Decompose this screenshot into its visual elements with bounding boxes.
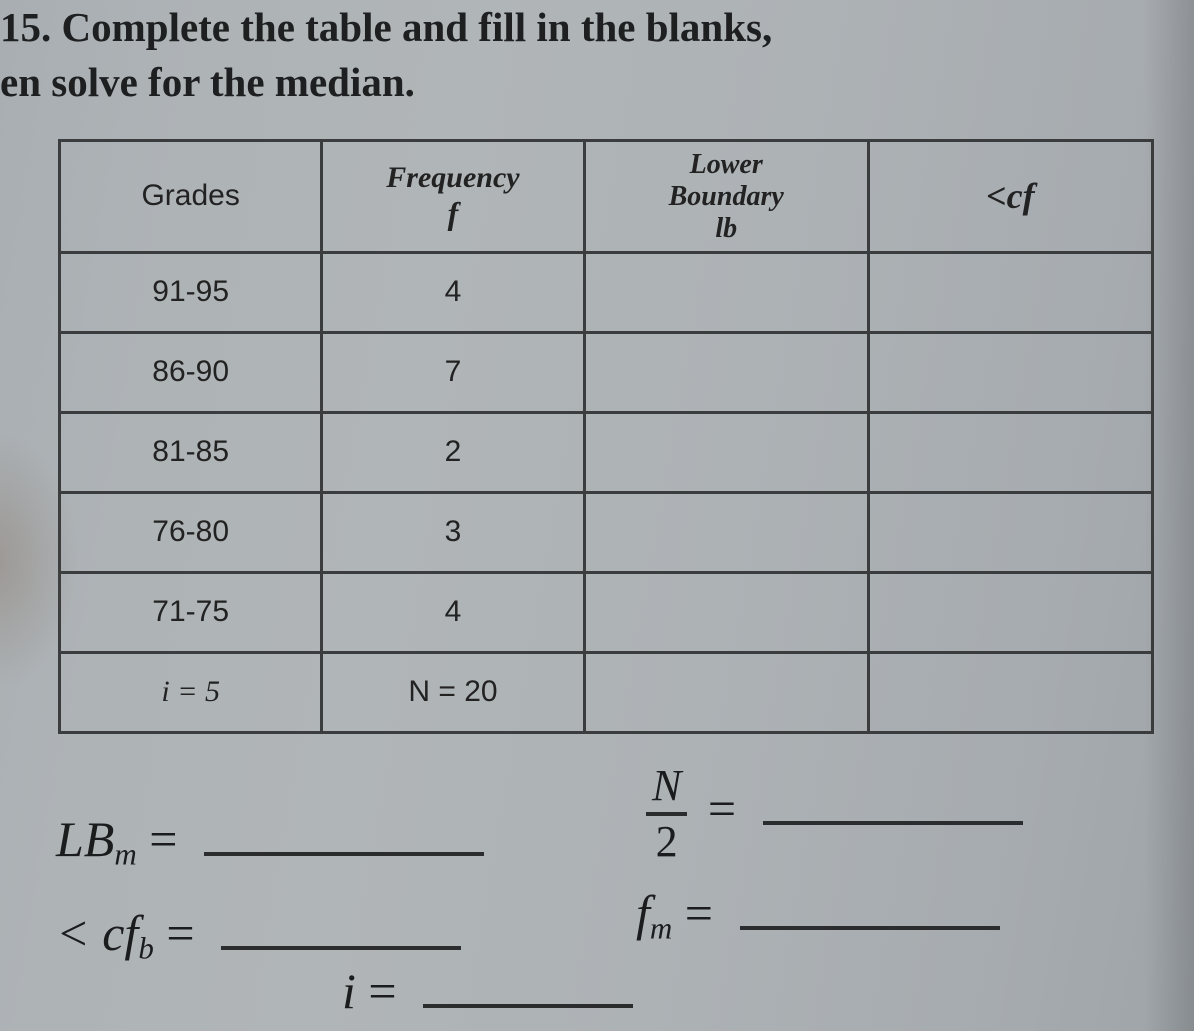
cell-frequency: 2: [322, 412, 584, 492]
header-frequency: Frequency f: [322, 140, 584, 252]
header-cf-label: <cf: [986, 176, 1034, 216]
formula-fm: fm =: [636, 884, 1000, 947]
formula-blanks-area: LBm = < cfb = N 2 = fm = i =: [56, 764, 1146, 1031]
cell-empty: [584, 652, 868, 732]
cell-lower-boundary: [584, 252, 868, 332]
table-summary-row: i = 5 N = 20: [60, 652, 1153, 732]
cell-grades: 71-75: [60, 572, 322, 652]
formula-i: i =: [342, 962, 633, 1020]
cfb-symbol: < cf: [56, 905, 138, 961]
question-line-2: en solve for the median.: [0, 55, 1178, 110]
fm-symbol: f: [636, 885, 650, 941]
blank-line: [221, 922, 461, 950]
cell-grades: 81-85: [60, 412, 322, 492]
header-lower-word-2: Boundary: [586, 181, 867, 213]
cell-grades: 76-80: [60, 492, 322, 572]
table-row: 86-90 7: [60, 332, 1153, 412]
formula-n-over-2: N 2 =: [646, 764, 1023, 864]
cell-frequency: 4: [322, 572, 584, 652]
header-grades: Grades: [60, 140, 322, 252]
cell-frequency: 4: [322, 252, 584, 332]
cell-empty: [868, 652, 1152, 732]
blank-line: [763, 798, 1023, 826]
table-row: 76-80 3: [60, 492, 1153, 572]
blank-line: [740, 902, 1000, 930]
cell-cf: [868, 332, 1152, 412]
formula-cfb: < cfb =: [56, 904, 461, 967]
blank-line: [204, 828, 484, 856]
cell-lower-boundary: [584, 412, 868, 492]
header-lower-boundary: Lower Boundary lb: [584, 140, 868, 252]
table-row: 71-75 4: [60, 572, 1153, 652]
fm-subscript: m: [650, 910, 672, 945]
worksheet-page: 15. Complete the table and fill in the b…: [0, 0, 1194, 1031]
cell-frequency: 3: [322, 492, 584, 572]
header-lower-symbol: lb: [586, 213, 867, 245]
frequency-table: Grades Frequency f Lower Boundary lb: [58, 139, 1154, 734]
header-cf: <cf: [868, 140, 1152, 252]
table-row: 91-95 4: [60, 252, 1153, 332]
cell-frequency: 7: [322, 332, 584, 412]
equals-sign: =: [368, 963, 396, 1019]
fraction-numerator: N: [646, 764, 687, 816]
cell-grades: 86-90: [60, 332, 322, 412]
cell-cf: [868, 252, 1152, 332]
cell-cf: [868, 492, 1152, 572]
cell-cf: [868, 412, 1152, 492]
cell-cf: [868, 572, 1152, 652]
table-header-row: Grades Frequency f Lower Boundary lb: [60, 140, 1153, 252]
cfb-subscript: b: [138, 930, 154, 965]
equals-sign: =: [166, 905, 194, 961]
equals-sign: =: [149, 811, 177, 867]
cell-lower-boundary: [584, 572, 868, 652]
header-frequency-word: Frequency: [386, 161, 519, 194]
cell-lower-boundary: [584, 492, 868, 572]
lbm-subscript: m: [114, 836, 136, 871]
header-grades-label: Grades: [141, 179, 239, 212]
cell-i-equals: i = 5: [60, 652, 322, 732]
cell-n-equals: N = 20: [322, 652, 584, 732]
equals-sign: =: [708, 780, 736, 836]
header-lower-word-1: Lower: [690, 149, 763, 180]
cell-grades: 91-95: [60, 252, 322, 332]
cell-lower-boundary: [584, 332, 868, 412]
blank-line: [423, 980, 633, 1008]
lbm-symbol: LB: [56, 811, 114, 867]
equals-sign: =: [685, 885, 713, 941]
question-text: 15. Complete the table and fill in the b…: [0, 0, 1194, 111]
i-symbol: i: [342, 963, 356, 1019]
header-frequency-symbol: f: [323, 195, 582, 232]
formula-lbm: LBm =: [56, 810, 484, 873]
question-line-1: 15. Complete the table and fill in the b…: [0, 0, 1178, 55]
table-row: 81-85 2: [60, 412, 1153, 492]
fraction-n-over-2: N 2: [646, 764, 687, 864]
frequency-table-container: Grades Frequency f Lower Boundary lb: [58, 139, 1154, 734]
fraction-denominator: 2: [646, 816, 687, 864]
